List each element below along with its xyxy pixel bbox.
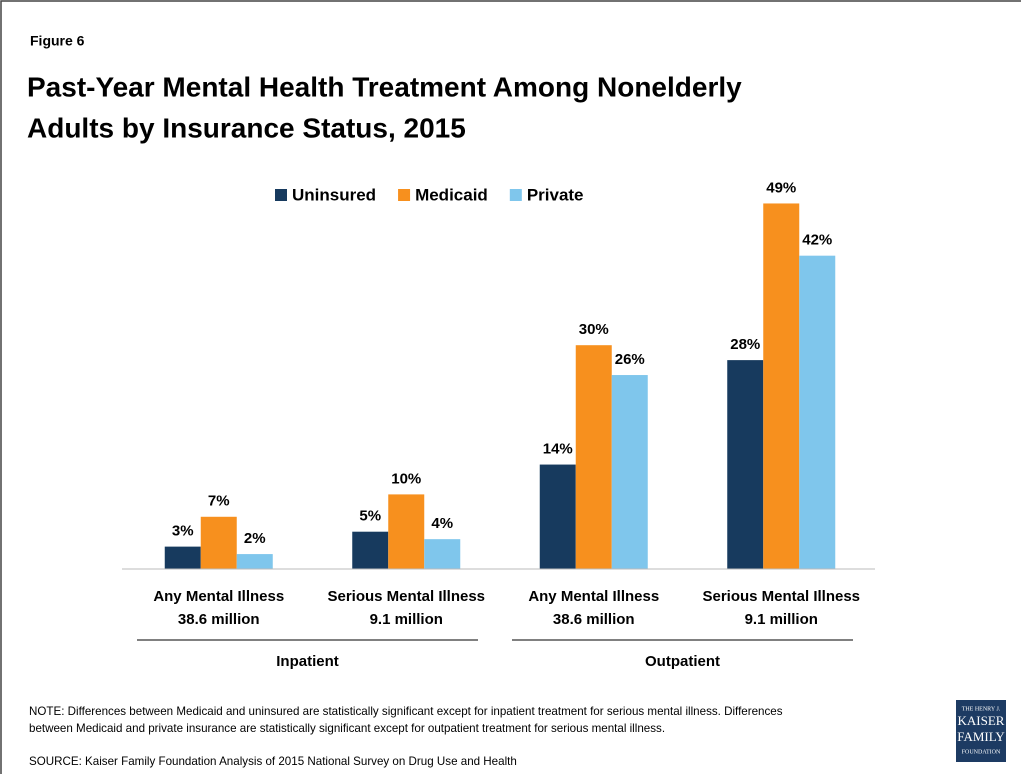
value-label: 14% [543, 441, 573, 458]
bar [611, 375, 648, 569]
legend-swatch [509, 189, 522, 201]
x-tick-label: Serious Mental Illness [702, 588, 860, 605]
legend-label: Private [527, 185, 584, 204]
bar [575, 345, 612, 569]
bar [352, 531, 389, 569]
value-label: 3% [172, 523, 194, 540]
chart-title: Adults by Insurance Status, 2015 [27, 112, 466, 143]
legend-label: Medicaid [415, 185, 488, 204]
logo [956, 700, 1006, 762]
value-label: 7% [208, 493, 230, 510]
legend-label: Uninsured [292, 185, 376, 204]
source: SOURCE: Kaiser Family Foundation Analysi… [29, 755, 517, 768]
logo-text: THE HENRY J. [962, 706, 1001, 712]
legend-swatch [275, 189, 287, 201]
value-label: 26% [615, 351, 645, 368]
group-label: Outpatient [645, 653, 720, 670]
note: NOTE: Differences between Medicaid and u… [29, 705, 783, 735]
value-label: 42% [802, 232, 832, 249]
logo-text: FAMILY [957, 729, 1005, 744]
bar [236, 554, 273, 569]
value-label: 4% [431, 515, 453, 532]
bar [424, 539, 461, 569]
legend-swatch [398, 189, 411, 201]
value-label: 28% [730, 336, 760, 353]
x-tick-sublabel: 9.1 million [745, 611, 818, 628]
x-tick-label: Any Mental Illness [528, 588, 659, 605]
logo-text: KAISER [958, 713, 1005, 728]
value-label: 10% [391, 470, 421, 487]
x-tick-sublabel: 38.6 million [178, 611, 260, 628]
group-label: Inpatient [276, 653, 339, 670]
figure-label: Figure 6 [30, 33, 85, 49]
x-tick-label: Serious Mental Illness [327, 588, 485, 605]
bar [539, 464, 576, 569]
x-tick-label: Any Mental Illness [153, 588, 284, 605]
bar [388, 494, 425, 569]
logo-text: FOUNDATION [962, 749, 1001, 755]
x-tick-sublabel: 38.6 million [553, 611, 635, 628]
x-tick-sublabel: 9.1 million [370, 611, 443, 628]
value-label: 5% [359, 508, 381, 525]
bar [164, 546, 201, 569]
value-label: 30% [579, 321, 609, 338]
bar [763, 203, 800, 569]
bar [727, 360, 764, 569]
value-label: 49% [766, 179, 796, 196]
value-label: 2% [244, 530, 266, 547]
chart-title: Past-Year Mental Health Treatment Among … [27, 71, 742, 102]
bar [799, 255, 836, 569]
bar [200, 516, 237, 569]
